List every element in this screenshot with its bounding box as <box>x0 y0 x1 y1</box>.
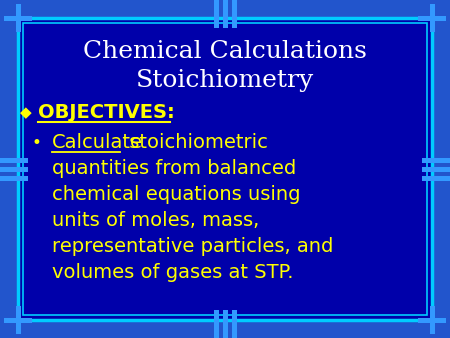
Bar <box>422 158 450 163</box>
Text: quantities from balanced: quantities from balanced <box>52 160 296 178</box>
Bar <box>18 18 432 320</box>
Bar <box>0 175 28 180</box>
Bar <box>15 4 21 32</box>
Bar <box>18 18 432 320</box>
Bar <box>4 317 32 322</box>
Text: units of moles, mass,: units of moles, mass, <box>52 212 259 231</box>
Bar <box>213 310 219 338</box>
Bar <box>231 0 237 28</box>
Text: Calculate: Calculate <box>52 134 143 152</box>
Bar <box>0 158 28 163</box>
Bar <box>4 16 32 21</box>
Text: Chemical Calculations: Chemical Calculations <box>83 41 367 64</box>
Text: representative particles, and: representative particles, and <box>52 238 333 257</box>
Text: volumes of gases at STP.: volumes of gases at STP. <box>52 264 293 283</box>
Bar <box>0 167 28 171</box>
Bar <box>418 317 446 322</box>
Text: Stoichiometry: Stoichiometry <box>136 69 314 92</box>
Text: OBJECTIVES:: OBJECTIVES: <box>38 103 175 122</box>
Text: ◆: ◆ <box>20 105 32 121</box>
Bar <box>213 0 219 28</box>
Bar <box>23 23 427 315</box>
Text: stoichiometric: stoichiometric <box>123 134 268 152</box>
Bar <box>429 306 435 334</box>
Bar <box>429 4 435 32</box>
Text: chemical equations using: chemical equations using <box>52 186 301 204</box>
Bar <box>15 306 21 334</box>
Bar <box>422 175 450 180</box>
Bar <box>222 310 228 338</box>
Bar <box>222 0 228 28</box>
Text: •: • <box>31 134 41 152</box>
Bar <box>418 16 446 21</box>
Bar <box>422 167 450 171</box>
Bar <box>231 310 237 338</box>
